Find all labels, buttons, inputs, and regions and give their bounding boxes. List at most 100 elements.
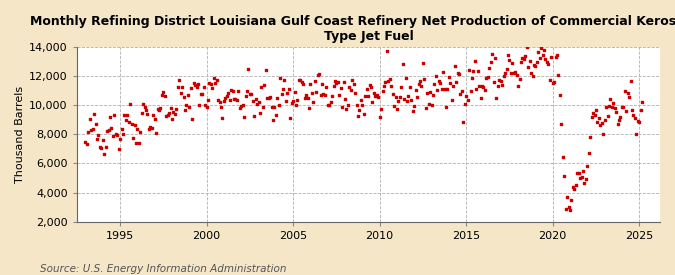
Point bbox=[466, 76, 477, 80]
Point bbox=[414, 79, 425, 84]
Point bbox=[606, 105, 617, 109]
Point bbox=[310, 90, 321, 94]
Point bbox=[422, 91, 433, 95]
Point bbox=[253, 100, 264, 104]
Point bbox=[96, 145, 107, 150]
Point bbox=[433, 79, 444, 83]
Point bbox=[272, 96, 283, 100]
Point bbox=[400, 75, 411, 80]
Point bbox=[543, 61, 554, 66]
Point bbox=[138, 101, 148, 106]
Point bbox=[254, 111, 265, 115]
Point bbox=[113, 147, 124, 151]
Point bbox=[207, 86, 218, 90]
Point bbox=[451, 80, 462, 84]
Point bbox=[574, 175, 585, 180]
Point bbox=[596, 120, 607, 125]
Point bbox=[622, 91, 633, 95]
Point bbox=[220, 96, 231, 100]
Point bbox=[624, 95, 634, 99]
Point bbox=[551, 53, 562, 57]
Point bbox=[357, 103, 368, 107]
Point bbox=[102, 129, 113, 133]
Point bbox=[631, 132, 642, 137]
Point bbox=[507, 61, 518, 65]
Point bbox=[456, 89, 467, 93]
Point bbox=[158, 90, 169, 94]
Point bbox=[626, 108, 637, 112]
Point bbox=[177, 85, 188, 89]
Point bbox=[266, 105, 277, 110]
Point bbox=[558, 155, 568, 160]
Point bbox=[109, 113, 119, 117]
Point bbox=[211, 78, 222, 82]
Point bbox=[105, 115, 115, 119]
Point bbox=[452, 71, 463, 75]
Point bbox=[615, 115, 626, 119]
Point bbox=[144, 127, 155, 131]
Point bbox=[267, 118, 278, 122]
Text: Source: U.S. Energy Information Administration: Source: U.S. Energy Information Administ… bbox=[40, 264, 287, 274]
Point bbox=[539, 48, 549, 53]
Point bbox=[292, 98, 303, 102]
Point bbox=[362, 94, 373, 98]
Title: Monthly Refining District Louisiana Gulf Coast Refinery Net Production of Commer: Monthly Refining District Louisiana Gulf… bbox=[30, 15, 675, 43]
Point bbox=[431, 74, 441, 78]
Point bbox=[448, 83, 458, 88]
Point bbox=[493, 83, 504, 88]
Point bbox=[225, 88, 236, 92]
Point bbox=[471, 87, 482, 92]
Point bbox=[178, 95, 189, 99]
Point bbox=[86, 128, 97, 133]
Point bbox=[421, 105, 431, 110]
Point bbox=[527, 74, 538, 78]
Point bbox=[186, 86, 196, 90]
Point bbox=[159, 94, 170, 98]
Point bbox=[205, 82, 216, 86]
Point bbox=[497, 82, 508, 87]
Point bbox=[387, 91, 398, 96]
Point bbox=[367, 99, 378, 104]
Point bbox=[416, 84, 427, 88]
Point bbox=[103, 128, 114, 133]
Point bbox=[243, 67, 254, 72]
Point bbox=[386, 84, 397, 88]
Point bbox=[373, 95, 383, 99]
Point bbox=[358, 112, 369, 116]
Point bbox=[282, 91, 293, 95]
Point bbox=[475, 96, 486, 100]
Point bbox=[209, 76, 219, 80]
Point bbox=[576, 175, 587, 179]
Point bbox=[464, 67, 475, 72]
Point bbox=[168, 109, 179, 114]
Point bbox=[441, 105, 452, 109]
Point bbox=[140, 108, 151, 112]
Point bbox=[374, 114, 385, 119]
Point bbox=[136, 111, 147, 115]
Point bbox=[217, 116, 228, 120]
Point bbox=[261, 67, 271, 72]
Point bbox=[352, 114, 363, 118]
Point bbox=[202, 98, 213, 103]
Point bbox=[80, 139, 91, 144]
Point bbox=[269, 105, 279, 109]
Point bbox=[324, 103, 335, 108]
Point bbox=[479, 87, 490, 92]
Point bbox=[256, 85, 267, 90]
Point bbox=[181, 102, 192, 107]
Point bbox=[331, 81, 342, 86]
Point bbox=[285, 116, 296, 120]
Point bbox=[190, 83, 200, 87]
Point bbox=[392, 107, 402, 111]
Point bbox=[338, 80, 349, 84]
Point bbox=[129, 122, 140, 127]
Point bbox=[390, 95, 401, 100]
Point bbox=[595, 123, 605, 127]
Point bbox=[394, 95, 405, 100]
Point bbox=[628, 113, 639, 117]
Point bbox=[304, 106, 315, 110]
Point bbox=[588, 111, 599, 115]
Point bbox=[379, 83, 389, 88]
Point bbox=[393, 98, 404, 103]
Point bbox=[602, 114, 613, 118]
